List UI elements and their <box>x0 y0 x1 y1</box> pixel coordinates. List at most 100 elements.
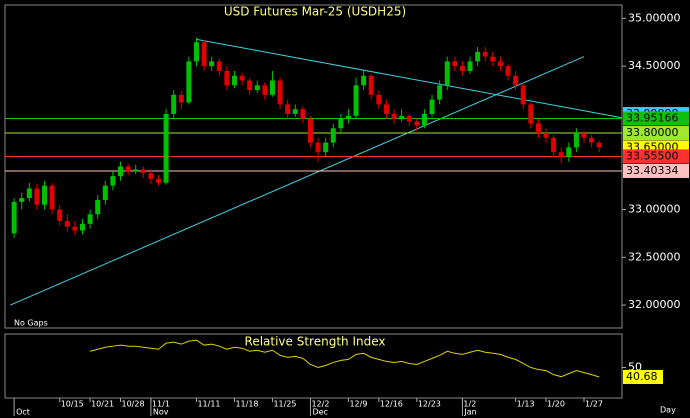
candle-body <box>330 128 336 143</box>
candle-body <box>383 104 389 114</box>
candle-body <box>459 66 465 71</box>
candle-body <box>231 75 237 86</box>
level-label: 33.55500 <box>626 149 679 162</box>
candle-body <box>490 56 496 62</box>
candle-body <box>345 115 351 119</box>
candle-body <box>307 118 313 143</box>
x-tick-label: 12/9 <box>349 400 367 409</box>
candle-body <box>125 166 131 172</box>
candle-body <box>315 142 321 153</box>
y-tick-label: 34.50000 <box>628 59 681 72</box>
y-tick-label: 33.00000 <box>628 203 681 216</box>
candle-body <box>34 188 40 205</box>
candle-body <box>95 199 101 215</box>
level-label: 33.80000 <box>626 126 679 139</box>
candle-body <box>117 166 123 177</box>
candle-body <box>376 94 382 105</box>
month-label: Dec <box>312 408 327 417</box>
candle-body <box>87 214 93 224</box>
y-tick-label: 32.50000 <box>628 250 681 263</box>
candle-body <box>277 80 283 105</box>
candle-body <box>269 80 275 95</box>
candle-body <box>467 61 473 71</box>
x-tick-label: 10/28 <box>121 400 144 409</box>
level-box <box>623 111 689 126</box>
candle-body <box>110 176 116 186</box>
candle-body <box>171 94 177 114</box>
x-tick-label: 11/11 <box>197 400 220 409</box>
candle-body <box>437 85 443 100</box>
candle-body <box>520 85 526 105</box>
candle-body <box>528 104 534 124</box>
candle-body <box>239 75 245 81</box>
candle-body <box>353 85 359 116</box>
rsi-last-label: 40.68 <box>626 370 658 383</box>
candle-body <box>589 137 595 143</box>
x-tick-label: 12/2 <box>311 400 329 409</box>
candle-body <box>368 75 374 95</box>
candle-body <box>558 152 564 157</box>
candle-body <box>163 113 169 183</box>
x-tick-label: 1/27 <box>585 400 603 409</box>
x-tick-label: 1/20 <box>547 400 565 409</box>
level-label: 33.95166 <box>626 112 679 125</box>
chart-title: USD Futures Mar-25 (USDH25) <box>224 5 406 19</box>
annotation: No Gaps <box>14 319 48 328</box>
candle-body <box>64 220 70 227</box>
level-box <box>623 126 689 141</box>
trendline <box>196 38 623 119</box>
candle-body <box>391 113 397 119</box>
candle-body <box>551 137 557 153</box>
candle-body <box>399 115 405 119</box>
candle-body <box>596 142 602 148</box>
month-label: Oct <box>16 408 30 417</box>
level-box <box>623 149 689 164</box>
x-tick-label: 10/15 <box>61 400 84 409</box>
candle-body <box>497 61 503 67</box>
candle-body <box>421 113 427 126</box>
candle-body <box>406 115 412 122</box>
candle-body <box>26 188 32 199</box>
x-tick-label: 1/13 <box>517 400 535 409</box>
candle-body <box>247 80 253 91</box>
candle-body <box>262 85 268 95</box>
month-label: Nov <box>153 408 169 417</box>
candle-body <box>193 42 199 62</box>
candle-body <box>155 178 161 183</box>
candle-body <box>178 94 184 103</box>
y-tick-label: 32.00000 <box>628 298 681 311</box>
x-axis-label: Day <box>660 406 676 415</box>
x-tick-label: 12/23 <box>418 400 441 409</box>
candle-body <box>505 66 511 76</box>
candle-body <box>224 70 230 86</box>
x-tick-label: 10/21 <box>91 400 114 409</box>
candle-body <box>186 61 192 103</box>
candle-body <box>254 85 260 91</box>
candle-body <box>216 61 222 71</box>
candle-body <box>201 42 207 67</box>
rsi-title: Relative Strength Index <box>245 335 386 349</box>
trendline <box>10 56 585 306</box>
x-tick-label: 1/2 <box>463 400 476 409</box>
candle-body <box>133 169 139 172</box>
month-label: Jan <box>463 408 476 417</box>
candle-body <box>80 223 86 231</box>
candle-body <box>323 142 329 153</box>
candle-body <box>513 75 519 86</box>
candle-body <box>581 133 587 138</box>
candle-body <box>102 185 108 200</box>
candle-body <box>148 173 154 179</box>
candle-body <box>414 121 420 126</box>
candle-body <box>140 169 146 174</box>
candle-body <box>429 99 435 114</box>
candle-body <box>535 123 541 134</box>
rsi-panel <box>4 333 623 399</box>
x-tick-label: 11/25 <box>273 400 296 409</box>
candle-body <box>19 198 25 202</box>
candle-body <box>292 109 298 114</box>
candle-body <box>573 133 579 148</box>
main-panel <box>4 4 623 329</box>
x-tick-label: 11/1 <box>152 400 170 409</box>
